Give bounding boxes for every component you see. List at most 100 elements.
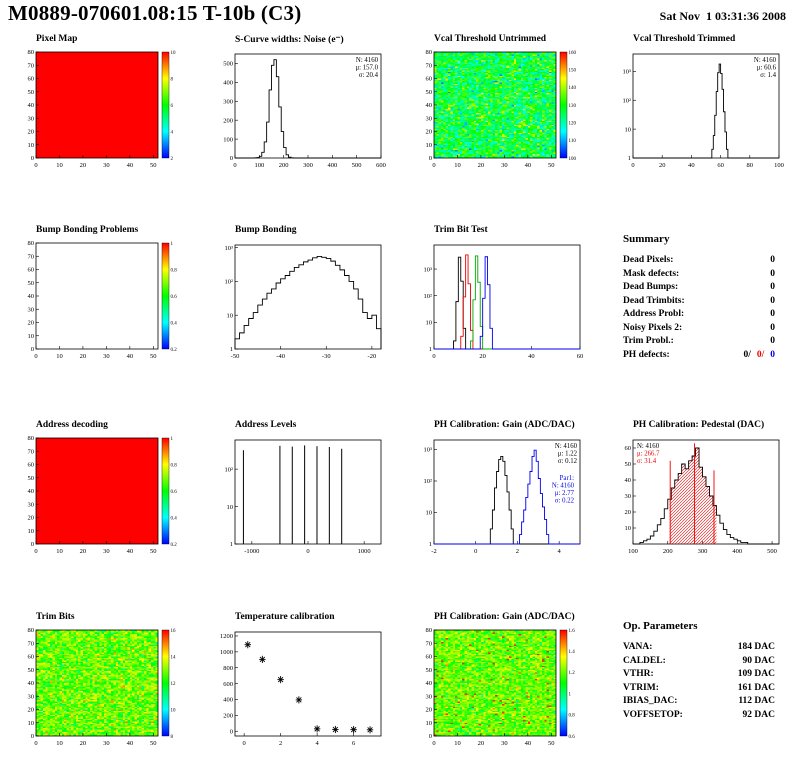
address-levels-title: Address Levels — [235, 420, 297, 430]
summary-value: 0 — [770, 282, 775, 292]
summary-row-dead-bumps: Dead Bumps: 0 — [623, 281, 775, 295]
svg-text:0.8: 0.8 — [569, 714, 576, 719]
svg-text:10: 10 — [28, 528, 35, 535]
svg-text:1: 1 — [171, 242, 174, 247]
svg-text:4: 4 — [316, 740, 320, 747]
svg-text:1: 1 — [171, 437, 174, 442]
pixel-map-bitmap — [36, 52, 158, 158]
svg-text:10: 10 — [28, 720, 35, 727]
svg-text:1000: 1000 — [220, 649, 233, 656]
svg-text:80: 80 — [28, 435, 35, 442]
report-header: M0889-070601.08:15 T-10b (C3) Sat Nov 1 … — [0, 0, 796, 30]
panel-bump-problems: Bump Bonding Problems 0 10 20 30 40 50 0 10 20 30… — [0, 223, 199, 418]
svg-text:0: 0 — [429, 155, 432, 162]
svg-text:0: 0 — [31, 155, 34, 162]
svg-text:120: 120 — [569, 121, 577, 126]
svg-text:10: 10 — [56, 740, 63, 747]
svg-text:10: 10 — [426, 320, 433, 327]
svg-text:40: 40 — [28, 293, 35, 300]
svg-text:10²: 10² — [225, 466, 234, 473]
svg-text:μ: 60.6: μ: 60.6 — [757, 65, 777, 72]
ph-defects-red: 0/ — [756, 349, 765, 360]
trim-bit-test-title: Trim Bit Test — [434, 225, 488, 235]
trim-bit-test-plot-svg: 0 20 40 60 1 10 10² 10³ — [424, 244, 583, 360]
svg-text:4: 4 — [171, 130, 174, 135]
svg-text:10²: 10² — [424, 478, 433, 485]
svg-text:200: 200 — [663, 548, 673, 555]
address-decoding-title: Address decoding — [36, 420, 108, 430]
op-label: VTRIM: — [623, 682, 659, 693]
svg-text:30: 30 — [28, 501, 35, 508]
bump-problems-plot-svg: 0 10 20 30 40 50 0 10 20 30 40 50 60 70 80 0.2 0.4 0.6 0.8… — [28, 240, 178, 360]
svg-text:-40: -40 — [276, 353, 285, 360]
svg-text:0: 0 — [230, 728, 233, 735]
svg-text:110: 110 — [569, 139, 577, 144]
svg-text:12: 12 — [171, 682, 177, 687]
op-value: 184 DAC — [737, 642, 775, 652]
svg-text:σ: 31.4: σ: 31.4 — [637, 458, 657, 465]
ph-gain-map-plot-svg: 0 10 20 30 40 50 0 10 20 30 40 50 60 70 80 0.6 0.8 1 1.2 1.… — [426, 627, 576, 747]
address-decoding-plot-svg: 0 10 20 30 40 50 0 10 20 30 40 50 60 70 80 0.2 0.4 0.6 0.8… — [28, 435, 178, 555]
summary-label: Dead Bumps: — [623, 282, 679, 292]
ph-gain-hist-chart: -2 0 2 4 1 10 10² 10³ N: 4160 μ: 1.22 σ: 0.12 Par1:… — [408, 432, 594, 574]
svg-text:10³: 10³ — [424, 266, 433, 273]
svg-text:40: 40 — [127, 740, 134, 747]
vcal-untrimmed-plot-svg: 0 10 20 30 40 50 0 10 20 30 40 50 60 70 80 100 110 120 130… — [426, 49, 577, 169]
summary-value: 0 — [770, 295, 775, 306]
panel-trim-bit-test: Trim Bit Test 0 20 40 60 1 10 10² 10³ — [398, 223, 597, 418]
svg-text:70: 70 — [28, 62, 35, 69]
summary-label: Noisy Pixels 2: — [623, 322, 683, 333]
svg-text:40: 40 — [127, 548, 134, 555]
svg-text:100: 100 — [223, 136, 233, 143]
svg-text:2: 2 — [279, 740, 282, 747]
trim-bits-bitmap — [36, 630, 158, 736]
op-value: 112 DAC — [738, 696, 775, 706]
svg-text:80: 80 — [747, 162, 754, 169]
svg-text:50: 50 — [28, 475, 35, 482]
svg-text:1000: 1000 — [358, 548, 371, 555]
op-parameters-panel: Op. Parameters VANA: 184 DAC CALDEL: 90 … — [607, 612, 775, 722]
svg-text:20: 20 — [28, 707, 35, 714]
svg-text:0.6: 0.6 — [171, 295, 178, 300]
panel-op-parameters: Op. Parameters VANA: 184 DAC CALDEL: 90 … — [597, 610, 796, 764]
svg-text:60: 60 — [625, 445, 632, 452]
svg-text:N: 4160: N: 4160 — [637, 443, 660, 450]
svg-text:200: 200 — [279, 162, 289, 169]
svg-text:50: 50 — [150, 740, 157, 747]
svg-text:20: 20 — [426, 129, 433, 136]
svg-text:10: 10 — [28, 333, 35, 340]
svg-text:0: 0 — [31, 346, 34, 353]
svg-text:20: 20 — [80, 548, 87, 555]
svg-text:0: 0 — [31, 733, 34, 740]
svg-text:0: 0 — [233, 162, 236, 169]
svg-text:10: 10 — [454, 740, 461, 747]
trim-bits-title: Trim Bits — [36, 612, 75, 622]
svg-text:20: 20 — [80, 162, 87, 169]
svg-text:40: 40 — [28, 680, 35, 687]
bump-problems-chart: 0 10 20 30 40 50 0 10 20 30 40 50 60 70 80 0.2 0.4 0.6 0.8… — [10, 237, 196, 379]
svg-text:80: 80 — [426, 49, 433, 56]
summary-label: Dead Pixels: — [623, 255, 674, 265]
svg-text:50: 50 — [28, 667, 35, 674]
svg-text:-2: -2 — [431, 548, 436, 555]
svg-text:1: 1 — [569, 692, 572, 697]
svg-text:σ: 0.22: σ: 0.22 — [555, 498, 575, 505]
op-row-ibias-dac: IBIAS_DAC: 112 DAC — [623, 695, 775, 709]
svg-text:10³: 10³ — [623, 69, 632, 76]
svg-text:N: 4160: N: 4160 — [754, 57, 777, 64]
op-row-vtrim: VTRIM: 161 DAC — [623, 682, 775, 696]
summary-row-dead-trimbits: Dead Trimbits: 0 — [623, 295, 775, 309]
op-value: 90 DAC — [742, 655, 775, 666]
svg-text:40: 40 — [28, 488, 35, 495]
svg-text:0: 0 — [432, 353, 435, 360]
svg-text:140: 140 — [569, 86, 577, 91]
summary-row-trim-probl: Trim Probl.: 0 — [623, 335, 775, 349]
address-levels-plot-svg: -1000 0 1000 1 10 10² — [225, 439, 382, 555]
svg-text:20: 20 — [80, 740, 87, 747]
pixel-map-title: Pixel Map — [36, 34, 78, 44]
svg-text:60: 60 — [28, 76, 35, 83]
svg-text:20: 20 — [28, 515, 35, 522]
summary-label: Dead Trimbits: — [623, 295, 685, 306]
vcal-trimmed-title: Vcal Threshold Trimmed — [633, 34, 736, 44]
